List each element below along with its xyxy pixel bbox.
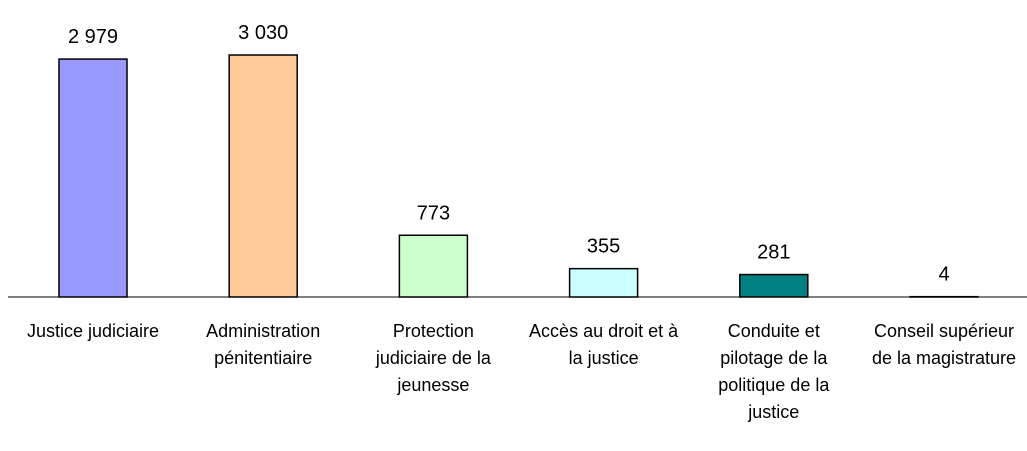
x-tick-label: Protection judiciaire de la jeunesse	[375, 321, 491, 395]
data-label: 773	[417, 202, 450, 224]
bar	[739, 273, 809, 298]
bar	[568, 267, 639, 298]
data-label: 2 979	[68, 26, 118, 48]
x-tick-label: Conduite et pilotage de la politique de …	[718, 321, 830, 422]
bar	[228, 54, 298, 298]
x-tick-label: Administration pénitentiaire	[206, 321, 321, 368]
bar	[398, 234, 469, 298]
x-tick-label: Conseil supérieur de la magistrature	[871, 321, 1017, 368]
data-label: 4	[938, 264, 949, 286]
data-label: 355	[587, 236, 620, 258]
x-tick-label: Accès au droit et à la justice	[529, 321, 679, 368]
data-label: 3 030	[238, 22, 288, 44]
bar	[58, 58, 128, 298]
x-tick-label: Justice judiciaire	[26, 321, 160, 341]
data-label: 281	[757, 242, 790, 264]
